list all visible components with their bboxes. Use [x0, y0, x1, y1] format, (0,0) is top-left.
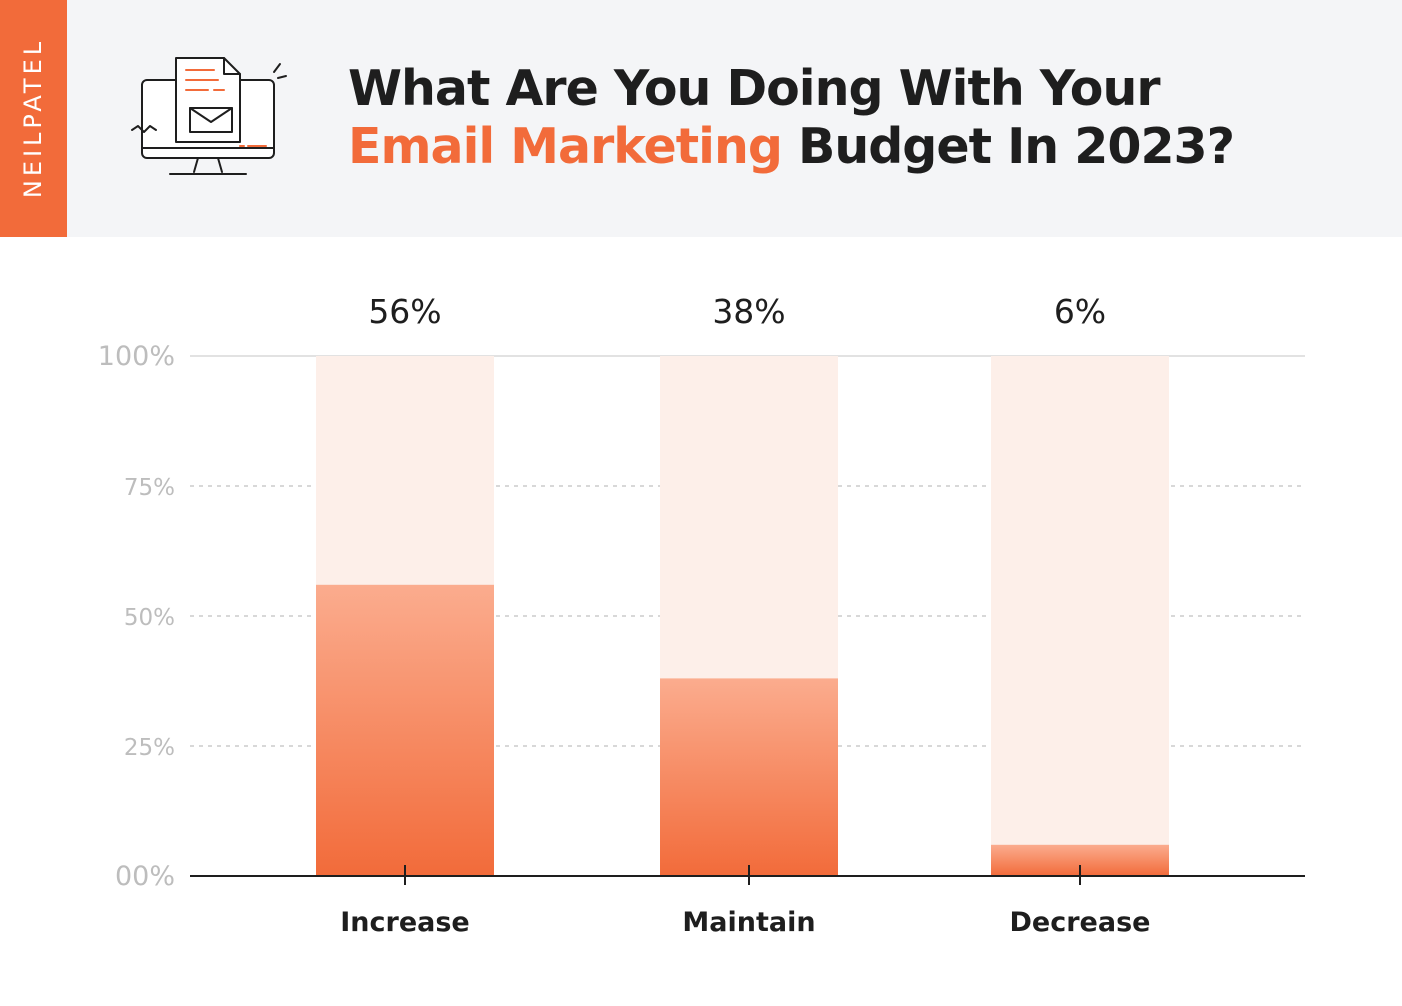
- bar: [316, 584, 494, 876]
- bar: [660, 678, 838, 876]
- x-tick-label: Maintain: [682, 907, 815, 938]
- brand-strip: NEILPATEL: [0, 0, 67, 237]
- y-tick-label: 00%: [115, 861, 175, 892]
- data-label: 6%: [1054, 292, 1106, 331]
- x-tick-label: Increase: [340, 907, 470, 938]
- computer-email-icon: [131, 57, 287, 175]
- brand-logo: NEILPATEL: [19, 37, 47, 199]
- y-tick-label: 25%: [124, 735, 175, 761]
- y-tick-label: 50%: [124, 605, 175, 631]
- y-tick-label: 75%: [124, 475, 175, 501]
- chart-title-line2: Email Marketing Budget In 2023?: [348, 118, 1235, 176]
- data-label: 38%: [712, 292, 785, 331]
- chart-title-accent: Email Marketing: [348, 118, 783, 175]
- bar-chart: 00% 25% 50% 75% 100% 56% Increase 38% Maintain 6%…: [98, 292, 1305, 938]
- chart-title-rest: Budget In 2023?: [781, 118, 1235, 175]
- bar-track: [991, 356, 1169, 876]
- header-banner: NEILPATEL What Are You Doing With Your E…: [0, 0, 1402, 237]
- data-label: 56%: [368, 292, 441, 331]
- chart-title-line1: What Are You Doing With Your: [348, 60, 1161, 117]
- chart-title: What Are You Doing With Your Email Marke…: [348, 60, 1235, 176]
- x-tick-label: Decrease: [1010, 907, 1151, 938]
- y-tick-label: 100%: [98, 341, 175, 372]
